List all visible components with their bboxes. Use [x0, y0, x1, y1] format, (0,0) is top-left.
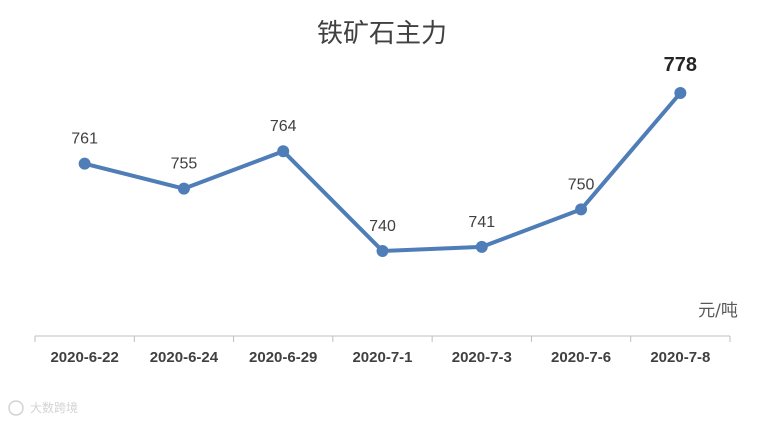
x-axis-ticks — [34, 336, 731, 342]
data-point — [277, 145, 290, 158]
data-points — [78, 87, 687, 257]
data-point — [177, 182, 190, 195]
data-label: 750 — [568, 176, 595, 193]
x-axis-labels: 2020-6-22 2020-6-24 2020-6-29 2020-7-1 2020-… — [50, 349, 710, 366]
x-tick-label: 2020-7-8 — [650, 349, 710, 366]
data-point — [575, 203, 588, 216]
x-tick-label: 2020-7-6 — [551, 349, 611, 366]
data-label: 740 — [369, 218, 396, 235]
x-tick-label: 2020-7-1 — [352, 349, 412, 366]
unit-label: 元/吨 — [698, 301, 738, 321]
data-labels: 761 755 764 740 741 750 778 — [71, 54, 697, 235]
data-label: 778 — [664, 54, 697, 76]
x-tick-label: 2020-6-24 — [150, 349, 219, 366]
watermark-text: 大数跨境 — [30, 400, 78, 415]
x-tick-label: 2020-6-29 — [249, 349, 317, 366]
data-label: 761 — [71, 131, 98, 148]
data-point — [674, 87, 687, 99]
chart-title: 铁矿石主力 — [317, 19, 447, 49]
data-point — [475, 240, 488, 253]
data-label: 764 — [270, 118, 297, 135]
x-tick-label: 2020-7-3 — [452, 349, 512, 366]
data-point — [376, 245, 389, 257]
watermark-logo: 大数跨境 — [8, 400, 78, 416]
x-tick-label: 2020-6-22 — [50, 349, 118, 366]
data-label: 755 — [171, 156, 198, 173]
data-point — [78, 157, 91, 170]
data-label: 741 — [468, 214, 495, 231]
watermark-icon — [8, 400, 24, 416]
